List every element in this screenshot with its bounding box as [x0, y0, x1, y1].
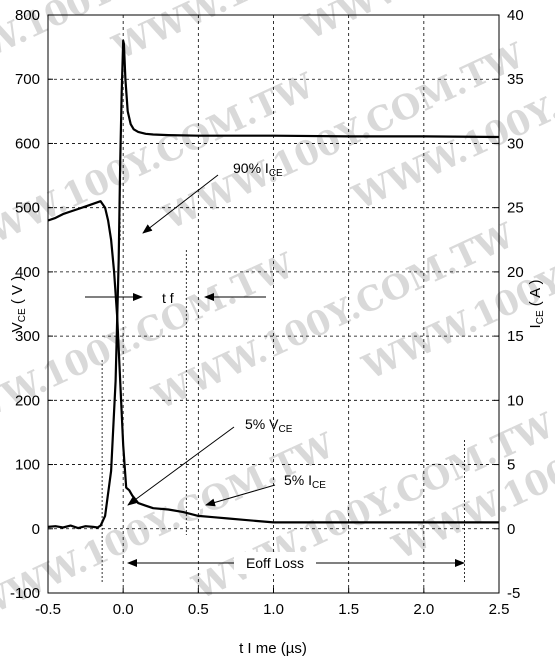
- svg-text:5% ICE: 5% ICE: [284, 472, 326, 491]
- y-left-tick-label: 700: [15, 71, 40, 88]
- y-right-tick-label: 35: [507, 71, 524, 88]
- y-left-tick-label: 200: [15, 392, 40, 409]
- x-tick-label: 2.0: [413, 601, 434, 618]
- y-right-axis-title-sub: CE: [535, 310, 546, 324]
- y-left-tick-label: 0: [32, 521, 40, 538]
- x-tick-label: -0.5: [35, 601, 61, 618]
- x-axis-title: t I me (µs): [239, 640, 307, 657]
- x-tick-label: 1.5: [338, 601, 359, 618]
- y-right-axis-title: ICE ( A ): [527, 280, 546, 329]
- x-tick-label: 0.0: [113, 601, 134, 618]
- annotation-ice5: 5% ICE: [205, 472, 326, 507]
- y-right-tick-label: 10: [507, 392, 524, 409]
- svg-text:5% VCE: 5% VCE: [245, 416, 293, 435]
- series-vce-line: [47, 39, 500, 530]
- y-left-tick-label: 100: [15, 457, 40, 474]
- watermark-text: WWW.100Y.COM.TW: [106, 0, 481, 69]
- ticks: -100 0 100 200 300 400 500 600 700 800 -5 0 5 10 15 20 2…: [10, 7, 524, 618]
- y-right-tick-label: 0: [507, 521, 515, 538]
- y-right-tick-label: 30: [507, 135, 524, 152]
- annotation-vce5: 5% VCE: [127, 416, 293, 506]
- watermark: WWW.100Y.COM.TWWWW.100Y.COM.TWWWW.100Y.C…: [0, 0, 555, 629]
- y-right-tick-label: 20: [507, 264, 524, 281]
- svg-text:90% ICE: 90% ICE: [233, 160, 283, 179]
- x-tick-label: 2.5: [489, 601, 510, 618]
- y-right-tick-label: 15: [507, 328, 524, 345]
- y-right-tick-label: -5: [507, 585, 520, 602]
- arrow-vce5: [127, 426, 235, 506]
- y-left-axis-title-sub: CE: [17, 308, 28, 322]
- annotation-eoff: Eoff Loss: [127, 552, 465, 574]
- series: [47, 39, 500, 530]
- y-left-tick-label: 300: [15, 328, 40, 345]
- grid: [48, 15, 499, 593]
- y-left-tick-label: 800: [15, 7, 40, 24]
- eoff-label-bg: [234, 552, 316, 574]
- arrow-ice5: [205, 484, 276, 507]
- y-left-axis-title: VCE ( V ): [9, 276, 28, 332]
- svg-text:Eoff Loss: Eoff Loss: [246, 555, 304, 571]
- arrow-ice90: [142, 174, 219, 234]
- x-tick-label: 0.5: [188, 601, 209, 618]
- y-left-tick-label: 600: [15, 135, 40, 152]
- annotation-ice90: 90% ICE: [142, 160, 283, 234]
- y-right-tick-label: 5: [507, 457, 515, 474]
- y-right-tick-label: 25: [507, 200, 524, 217]
- y-right-tick-label: 40: [507, 7, 524, 24]
- annotation-tf: t f: [85, 290, 266, 306]
- y-left-tick-label: -100: [10, 585, 40, 602]
- y-left-tick-label: 500: [15, 200, 40, 217]
- svg-text:t f: t f: [162, 290, 174, 306]
- x-tick-label: 1.0: [263, 601, 284, 618]
- y-left-tick-label: 400: [15, 264, 40, 281]
